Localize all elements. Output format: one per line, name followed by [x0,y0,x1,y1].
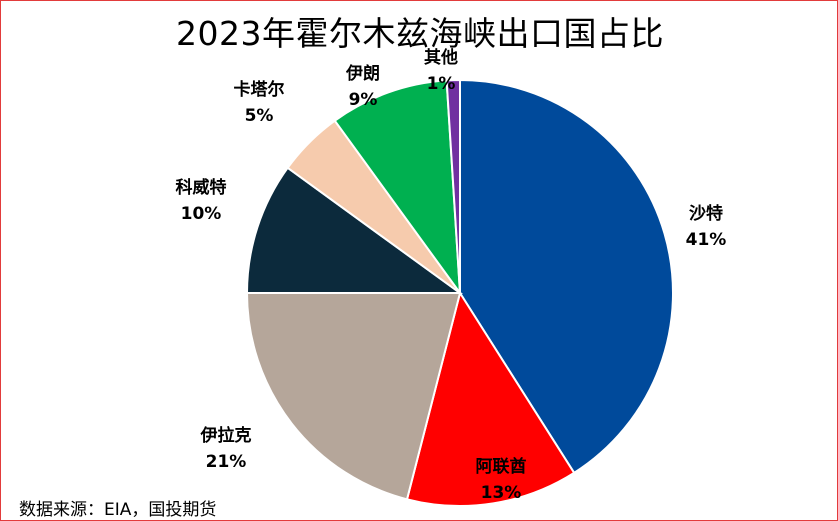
slice-label-1: 沙特 [689,203,723,224]
slice-value-3: 21% [206,452,247,472]
source-note: 数据来源：EIA，国投期货 [19,500,217,520]
pie-slice-7 [445,78,461,294]
slice-label-2: 阿联酋 [476,456,527,477]
slice-label-4: 科威特 [176,177,227,198]
slice-labels: 沙特 41% 阿联酋 13% 伊拉克 21% 科威特 10% 卡塔尔 5% 伊朗 9% 其他 1% [176,47,727,503]
slice-value-6: 9% [349,90,378,110]
pie-slice-1 [459,78,674,475]
slice-value-1: 41% [686,230,727,250]
slice-label-6: 伊朗 [345,63,380,84]
pie-slice-6 [333,79,462,297]
pie-slice-4 [245,166,464,294]
slice-label-7: 其他 [424,47,458,68]
slice-label-3: 伊拉克 [200,425,252,446]
pie-slice-3 [245,292,462,501]
slice-value-2: 13% [481,483,522,503]
chart-title: 2023年霍尔木兹海峡出口国占比 [176,14,664,53]
pie-slices [245,78,674,507]
slice-value-5: 5% [245,106,274,126]
slice-value-7: 1% [427,74,456,94]
slice-label-5: 卡塔尔 [234,79,285,100]
slice-value-4: 10% [181,204,222,224]
pie-slice-2 [405,290,576,507]
